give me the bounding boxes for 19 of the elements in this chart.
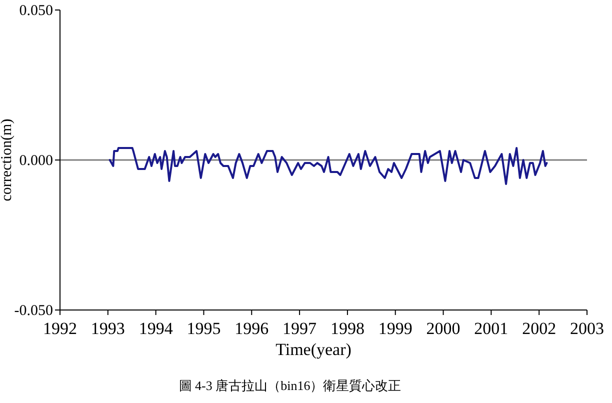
x-tick-label: 2001 <box>474 319 508 338</box>
x-tick-label: 2000 <box>426 319 460 338</box>
x-tick-label: 1997 <box>282 319 318 338</box>
line-series <box>108 147 548 185</box>
x-tick-label: 1993 <box>90 319 125 338</box>
y-axis-title: correction(m) <box>0 118 15 202</box>
x-tick-label: 1996 <box>234 319 269 338</box>
x-tick-label: 1992 <box>43 319 77 338</box>
x-tick-label: 1999 <box>378 319 412 338</box>
x-tick-label: 2002 <box>522 319 556 338</box>
text: 圖 4-3 唐古拉山（bin16）衛星質心改正 <box>178 378 402 393</box>
x-tick-label: 2003 <box>570 319 604 338</box>
x-tick-label: 1998 <box>330 319 364 338</box>
y-tick-label: -0.050 <box>14 303 53 319</box>
y-tick-label: 0.050 <box>19 3 53 19</box>
x-tick-label: 1995 <box>186 319 221 338</box>
y-tick-label: 0.000 <box>19 153 53 169</box>
x-tick-label: 1994 <box>138 319 174 338</box>
x-axis-title: Time(year) <box>276 340 352 359</box>
